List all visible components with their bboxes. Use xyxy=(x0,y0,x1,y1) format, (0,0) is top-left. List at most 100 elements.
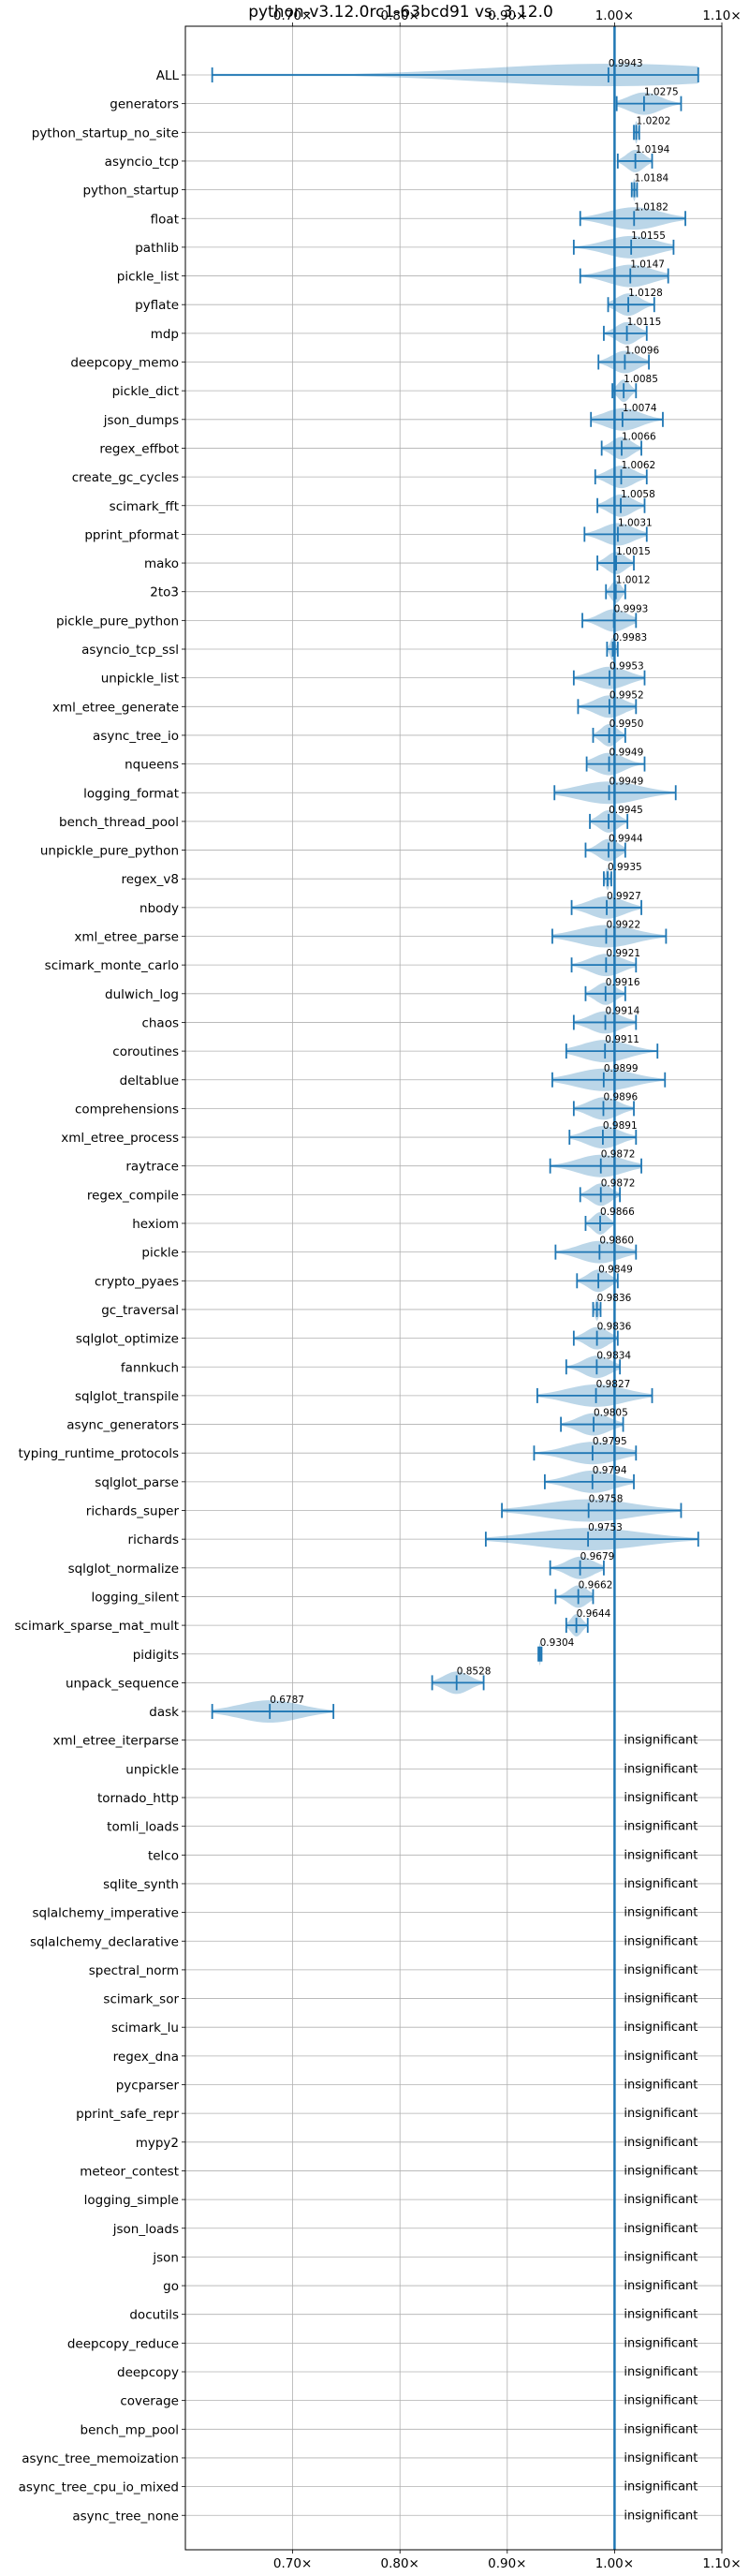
benchmark-label: richards xyxy=(128,1532,179,1547)
value-label: 1.0147 xyxy=(630,259,665,271)
benchmark-label: bench_thread_pool xyxy=(59,815,179,830)
benchmark-label: regex_compile xyxy=(87,1188,179,1203)
benchmark-label: asyncio_tcp xyxy=(105,155,179,170)
value-label: 0.9827 xyxy=(596,1379,631,1390)
insignificant-label: insignificant xyxy=(624,1734,698,1748)
value-label: 0.8528 xyxy=(457,1666,492,1677)
value-label: 0.9758 xyxy=(589,1494,624,1505)
insignificant-label: insignificant xyxy=(624,1848,698,1862)
benchmark-label: pickle_dict xyxy=(112,384,179,399)
insignificant-label: insignificant xyxy=(624,2222,698,2236)
benchmark-label: logging_format xyxy=(83,786,179,801)
benchmark-label: deepcopy_reduce xyxy=(67,2336,179,2351)
value-label: 1.0182 xyxy=(634,201,668,213)
benchmark-label: unpack_sequence xyxy=(66,1676,179,1691)
insignificant-label: insignificant xyxy=(624,1934,698,1948)
insignificant-label: insignificant xyxy=(624,2164,698,2178)
benchmark-label: json_loads xyxy=(112,2222,179,2237)
benchmark-label: xml_etree_generate xyxy=(52,700,179,715)
benchmark-label: sqlite_synth xyxy=(103,1877,179,1892)
benchmark-label: dulwich_log xyxy=(105,987,179,1002)
benchmark-label: scimark_sparse_mat_mult xyxy=(15,1619,179,1634)
insignificant-label: insignificant xyxy=(624,1820,698,1834)
benchmark-label: 2to3 xyxy=(150,585,179,600)
insignificant-label: insignificant xyxy=(624,2451,698,2465)
value-label: 1.0194 xyxy=(636,144,670,155)
benchmark-label: async_tree_io xyxy=(93,729,179,744)
benchmark-label: telco xyxy=(148,1848,179,1863)
benchmark-label: fannkuch xyxy=(121,1360,179,1375)
benchmark-label: pycparser xyxy=(116,2079,180,2094)
benchmark-label: pidigits xyxy=(133,1648,179,1663)
benchmark-label: typing_runtime_protocols xyxy=(19,1446,180,1461)
insignificant-label: insignificant xyxy=(624,2336,698,2350)
value-label: 1.0275 xyxy=(644,87,679,98)
benchmark-label: tomli_loads xyxy=(107,1820,179,1835)
value-label: 0.9935 xyxy=(608,862,642,873)
value-label: 0.9916 xyxy=(606,977,640,988)
benchmark-label: scimark_monte_carlo xyxy=(45,958,179,973)
value-label: 0.9953 xyxy=(609,661,644,673)
insignificant-label: insignificant xyxy=(624,1906,698,1920)
benchmark-label: python_startup xyxy=(82,184,179,199)
benchmark-label: raytrace xyxy=(125,1160,179,1175)
benchmark-label: spectral_norm xyxy=(89,1963,179,1978)
benchmark-label: regex_dna xyxy=(113,2050,179,2065)
benchmark-label: asyncio_tcp_ssl xyxy=(81,643,179,658)
benchmark-label: deepcopy_memo xyxy=(70,356,179,371)
benchmark-label: sqlalchemy_declarative xyxy=(30,1934,179,1949)
benchmark-label: nqueens xyxy=(125,758,179,773)
value-label: 1.0062 xyxy=(622,460,656,471)
value-label: 0.9794 xyxy=(593,1465,627,1476)
insignificant-label: insignificant xyxy=(624,2136,698,2150)
benchmark-label: hexiom xyxy=(132,1217,179,1232)
value-label: 0.9921 xyxy=(606,948,640,959)
value-label: 0.9993 xyxy=(614,603,649,614)
benchmark-label: python_startup_no_site xyxy=(32,126,179,141)
value-label: 0.9949 xyxy=(609,748,644,759)
benchmark-label: pathlib xyxy=(135,241,179,256)
benchmark-label: xml_etree_process xyxy=(61,1131,179,1146)
x-tick-label-bottom: 0.70× xyxy=(273,2556,312,2571)
value-label: 1.0066 xyxy=(622,431,656,442)
x-tick-label-bottom: 1.00× xyxy=(595,2556,634,2571)
range-bar-layer xyxy=(211,67,699,1720)
label-layer: 0.70× 0.70× 0.80× 0.80× 0.90× 0.90× 1.00× 1.00×… xyxy=(15,8,742,2571)
x-tick-label-top: 1.10× xyxy=(702,8,741,23)
benchmark-label: mypy2 xyxy=(136,2136,179,2151)
benchmark-label: ALL xyxy=(156,68,180,83)
benchmark-label: sqlglot_normalize xyxy=(68,1562,179,1577)
benchmark-label: unpickle_list xyxy=(101,672,179,687)
x-tick-label-top: 0.90× xyxy=(488,8,526,23)
value-label: 0.9866 xyxy=(600,1207,635,1218)
benchmark-label: pickle_pure_python xyxy=(56,614,179,629)
benchmark-label: scimark_sor xyxy=(103,1992,179,2007)
value-label: 1.0128 xyxy=(628,288,663,299)
value-label: 0.9644 xyxy=(577,1608,611,1620)
benchmark-label: async_tree_memoization xyxy=(22,2451,179,2466)
value-label: 0.6787 xyxy=(270,1695,304,1706)
value-label: 0.9949 xyxy=(609,776,644,787)
value-label: 0.9849 xyxy=(598,1264,633,1275)
insignificant-label: insignificant xyxy=(624,2193,698,2207)
benchmark-label: deepcopy xyxy=(117,2365,179,2380)
benchmark-label: gc_traversal xyxy=(101,1303,179,1318)
value-label: 0.9891 xyxy=(603,1120,638,1132)
value-label: 0.9950 xyxy=(609,718,644,730)
insignificant-label: insignificant xyxy=(624,2107,698,2121)
insignificant-label: insignificant xyxy=(624,1992,698,2006)
benchmark-label: sqlglot_transpile xyxy=(75,1389,179,1404)
value-label: 0.9911 xyxy=(605,1034,639,1045)
benchmark-label: xml_etree_iterparse xyxy=(53,1734,180,1749)
value-label: 1.0031 xyxy=(618,517,653,528)
x-tick-label-bottom: 0.80× xyxy=(381,2556,419,2571)
benchmark-label: async_tree_none xyxy=(72,2509,179,2524)
benchmark-label: pprint_safe_repr xyxy=(76,2107,179,2122)
benchmark-label: pickle_list xyxy=(117,270,179,285)
x-tick-label-top: 0.70× xyxy=(273,8,312,23)
benchmark-label: bench_mp_pool xyxy=(81,2422,179,2437)
value-label: 1.0085 xyxy=(624,374,658,385)
value-label: 1.0058 xyxy=(621,489,655,500)
benchmark-label: unpickle xyxy=(125,1762,179,1777)
x-tick-label-top: 1.00× xyxy=(595,8,634,23)
